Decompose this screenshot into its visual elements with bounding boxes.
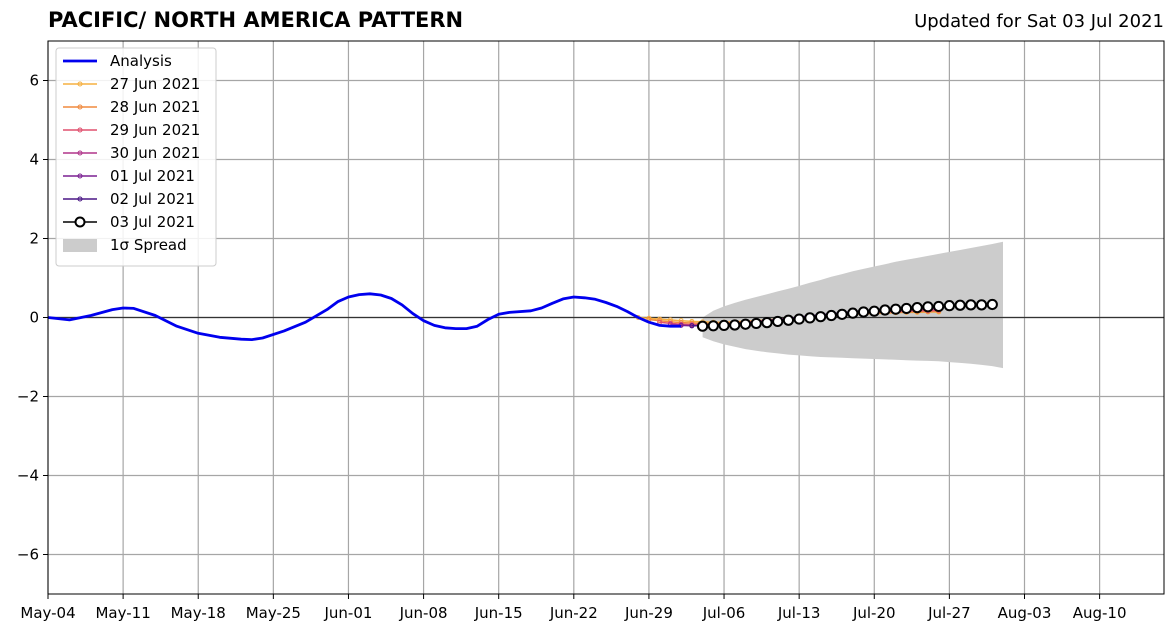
x-tick-label: May-25 (246, 604, 301, 622)
current-forecast-point (707, 320, 719, 332)
legend-label: 01 Jul 2021 (110, 167, 195, 185)
spread-band (702, 241, 1003, 369)
legend: Analysis 27 Jun 2021 28 Jun 2021 29 Jun 202… (55, 47, 217, 267)
current-forecast-point (825, 309, 837, 322)
x-tick-label: Jun-01 (323, 604, 372, 622)
y-tick-label: −6 (17, 546, 39, 564)
x-tick-label: May-11 (95, 604, 150, 622)
current-forecast-point (836, 308, 848, 320)
x-tick-label: Jul-20 (852, 604, 896, 622)
analysis-line (47, 292, 682, 342)
current-forecast-point (922, 301, 934, 313)
legend-label: 27 Jun 2021 (110, 75, 200, 93)
legend-label: 02 Jul 2021 (110, 190, 195, 208)
x-tick-label: Jun-08 (399, 604, 448, 622)
x-tick-label: Jul-27 (927, 604, 971, 622)
x-tick-label: Jul-06 (702, 604, 746, 622)
legend-label: 1σ Spread (110, 236, 187, 254)
legend-swatch-marker (77, 173, 83, 179)
current-forecast-point (761, 317, 773, 329)
axes: May-04 May-11 May-18 May-25 Jun-01 Jun-08 Jun-… (17, 40, 1165, 622)
current-forecast-series (696, 298, 998, 332)
legend-label: 30 Jun 2021 (110, 144, 200, 162)
current-forecast-point (911, 302, 923, 314)
legend-swatch-marker (77, 81, 83, 87)
y-tick-label: 2 (29, 230, 39, 248)
current-forecast-point (750, 317, 762, 330)
current-forecast-point (975, 299, 988, 311)
current-forecast-point (890, 303, 902, 315)
current-forecast-point (815, 311, 827, 323)
y-tick-label: −2 (17, 388, 39, 406)
legend-label: 29 Jun 2021 (110, 121, 200, 139)
x-tick-label: May-18 (171, 604, 226, 622)
current-forecast-point (943, 300, 955, 312)
current-forecast-point (847, 307, 859, 319)
current-forecast-point (729, 319, 741, 331)
legend-swatch-marker (77, 196, 83, 202)
y-tick-label: −4 (17, 467, 39, 485)
legend-swatch-marker (77, 150, 83, 156)
current-forecast-point (954, 299, 966, 311)
y-tick-label: 4 (29, 151, 39, 169)
chart-title: PACIFIC/ NORTH AMERICA PATTERN (48, 8, 464, 32)
current-forecast-point (986, 298, 998, 311)
updated-label: Updated for Sat 03 Jul 2021 (914, 11, 1164, 32)
current-forecast-point (900, 302, 913, 315)
current-forecast-point (879, 304, 891, 316)
x-tick-label: Aug-03 (998, 604, 1052, 622)
current-forecast-point (804, 312, 816, 324)
current-forecast-point (772, 315, 784, 328)
current-forecast-point (868, 305, 880, 317)
plot-frame (47, 40, 1165, 595)
current-forecast-point (718, 319, 730, 331)
legend-box (55, 47, 217, 267)
legend-swatch-area (63, 239, 97, 252)
current-forecast-point (793, 313, 805, 325)
x-tick-label: Jun-29 (624, 604, 673, 622)
spread-area (702, 241, 1003, 369)
current-forecast-point (857, 306, 870, 318)
forecast-point (689, 323, 695, 329)
x-tick-label: Jun-15 (474, 604, 523, 622)
legend-label: Analysis (110, 52, 172, 70)
analysis-series (47, 292, 682, 342)
x-tick-label: Jul-13 (777, 604, 821, 622)
legend-label: 03 Jul 2021 (110, 213, 195, 231)
current-forecast-point (696, 320, 709, 332)
x-tick-label: Aug-10 (1073, 604, 1127, 622)
x-tick-label: Jun-22 (549, 604, 598, 622)
current-forecast-point (965, 299, 977, 311)
y-tick-label: 6 (29, 72, 39, 90)
legend-label: 28 Jun 2021 (110, 98, 200, 116)
current-forecast-point (933, 300, 945, 313)
legend-swatch-marker (77, 127, 83, 133)
current-forecast-point (782, 314, 795, 326)
current-forecast-point (739, 318, 752, 330)
x-tick-label: May-04 (20, 604, 75, 622)
legend-swatch-marker (74, 216, 86, 228)
legend-swatch-marker (77, 104, 83, 110)
y-tick-label: 0 (29, 309, 39, 327)
